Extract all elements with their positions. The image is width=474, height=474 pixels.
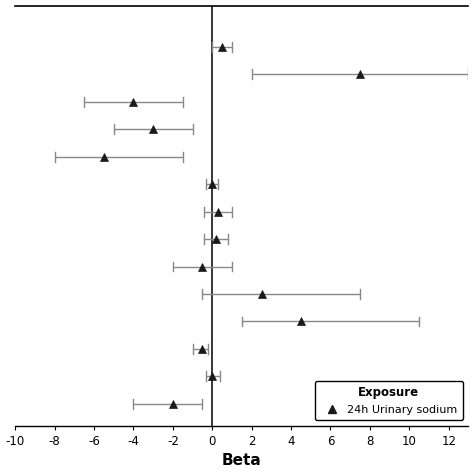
Legend: 24h Urinary sodium: 24h Urinary sodium (315, 381, 463, 420)
X-axis label: Beta: Beta (222, 454, 262, 468)
